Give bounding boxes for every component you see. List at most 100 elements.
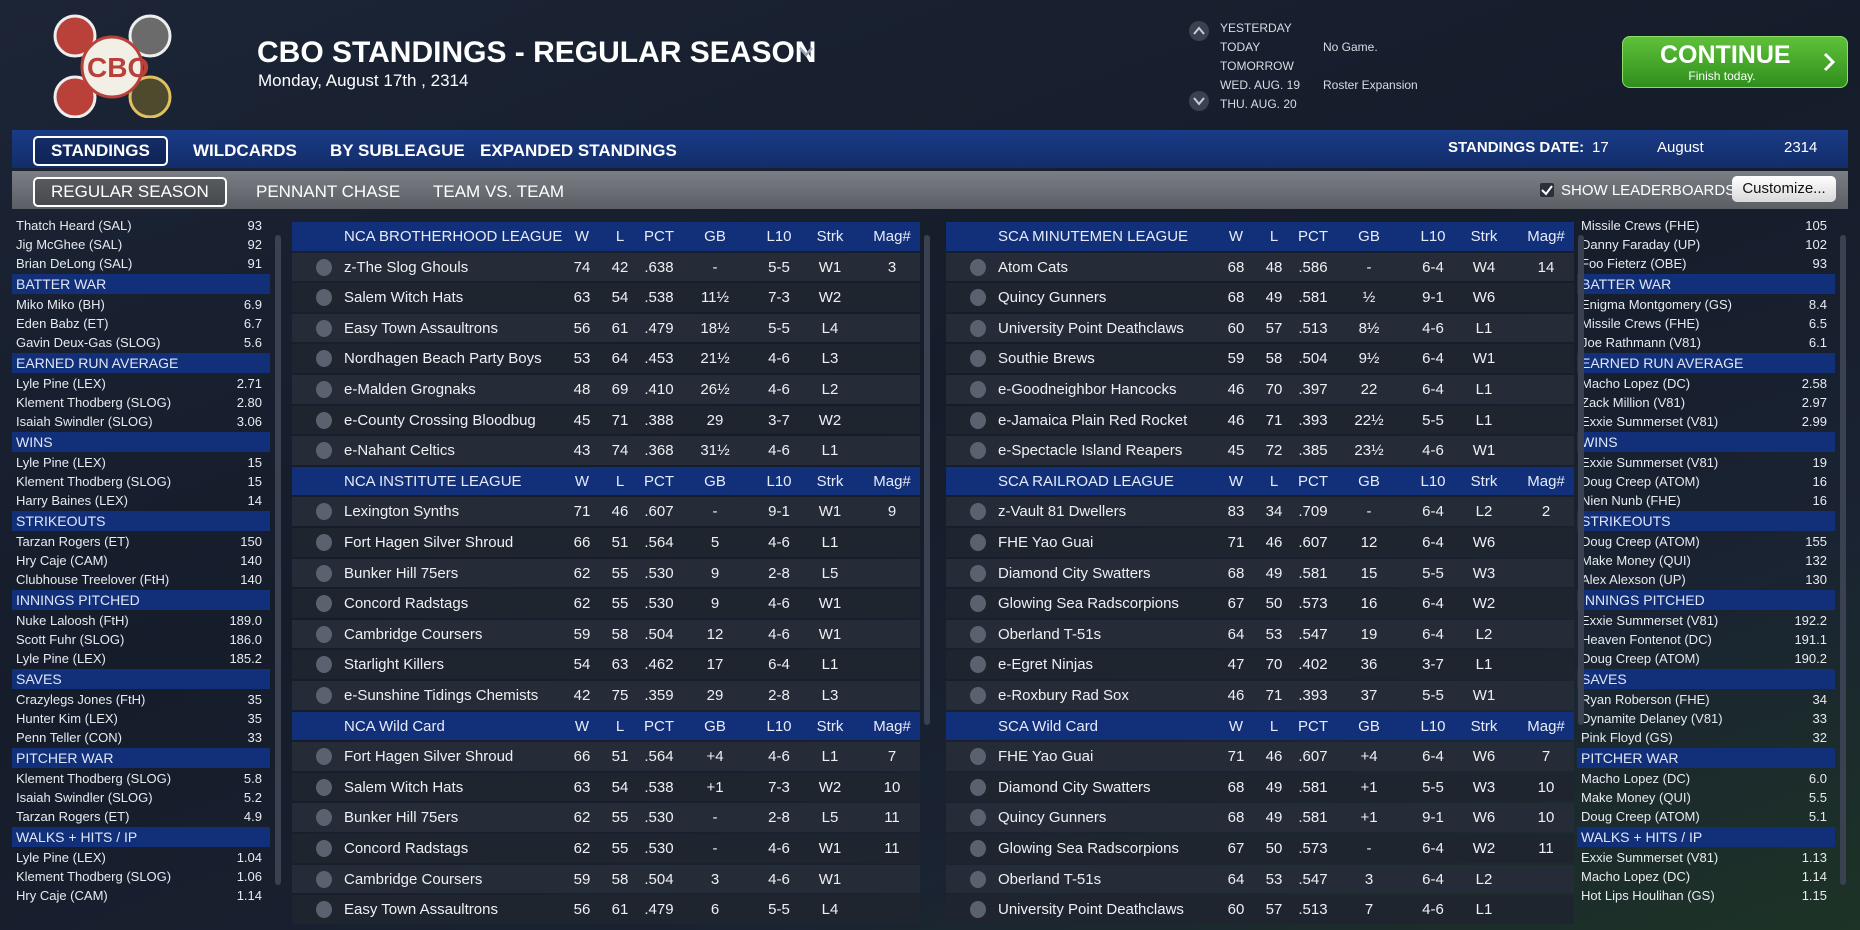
team-name[interactable]: Fort Hagen Silver Shroud <box>344 748 514 766</box>
continue-button[interactable]: CONTINUE Finish today. <box>1622 36 1848 88</box>
column-header: Mag# <box>873 228 911 245</box>
team-stat: 8½ <box>1358 319 1380 337</box>
subtab[interactable]: PENNANT CHASE <box>256 182 401 201</box>
team-stat: 11 <box>1538 840 1554 857</box>
leader-section-title: SAVES <box>12 669 270 689</box>
team-name[interactable]: Starlight Killers <box>344 656 445 674</box>
team-name[interactable]: e-Jamaica Plain Red Rocket <box>998 411 1188 429</box>
team-name[interactable]: Glowing Sea Radscorpions <box>998 595 1179 613</box>
subtab[interactable]: TEAM VS. TEAM <box>433 182 564 201</box>
schedule-arrows[interactable] <box>1188 20 1210 112</box>
team-stat: 45 <box>1227 442 1245 460</box>
leader-value: 140 <box>240 572 262 587</box>
team-name[interactable]: e-Nahant Celtics <box>344 442 455 460</box>
tab[interactable]: STANDINGS <box>33 136 168 166</box>
team-name[interactable]: Atom Cats <box>998 258 1069 276</box>
team-stat: 72 <box>1265 442 1283 460</box>
team-name[interactable]: FHE Yao Guai <box>998 534 1094 551</box>
continue-sublabel: Finish today. <box>1688 69 1756 83</box>
team-name[interactable]: Concord Radstags <box>344 840 469 857</box>
team-name[interactable]: e-Goodneighbor Hancocks <box>998 381 1177 398</box>
leader-section-title: WINS <box>1577 432 1835 452</box>
leader-name: Hry Caje (CAM) <box>16 888 108 903</box>
team-name[interactable]: Bunker Hill 75ers <box>344 809 459 827</box>
team-name[interactable]: Easy Town Assaultrons <box>344 901 498 919</box>
leader-value: 15 <box>247 474 262 489</box>
team-stat: 29 <box>706 687 724 704</box>
team-row-bg <box>292 589 920 618</box>
team-name[interactable]: Southie Brews <box>998 350 1095 368</box>
team-name[interactable]: e-Sunshine Tidings Chemists <box>344 687 539 704</box>
team-icon <box>316 625 332 643</box>
team-name[interactable]: Concord Radstags <box>344 595 469 613</box>
team-stat: .530 <box>644 564 674 582</box>
column-header: GB <box>1358 228 1380 245</box>
team-name[interactable]: e-Spectacle Island Reapers <box>998 442 1183 460</box>
team-stat: L2 <box>1475 503 1493 521</box>
team-stat: 7 <box>1541 748 1551 766</box>
leader-name: Clubhouse Treelover (FtH) <box>16 572 170 587</box>
scrollbar[interactable] <box>275 235 281 885</box>
leader-name: Hunter Kim (LEX) <box>16 711 118 726</box>
team-name[interactable]: FHE Yao Guai <box>998 748 1094 766</box>
team-name[interactable]: Oberland T-51s <box>998 870 1102 888</box>
team-name[interactable]: Cambridge Coursers <box>344 625 483 643</box>
team-stat: .513 <box>1298 319 1328 337</box>
team-name[interactable]: Nordhagen Beach Party Boys <box>344 350 542 368</box>
team-name[interactable]: Easy Town Assaultrons <box>344 319 498 337</box>
tab[interactable]: WILDCARDS <box>193 141 297 160</box>
team-name[interactable]: Salem Witch Hats <box>344 778 464 796</box>
team-name[interactable]: Lexington Synths <box>344 503 460 521</box>
team-name[interactable]: e-Egret Ninjas <box>998 656 1094 674</box>
subtab[interactable]: REGULAR SEASON <box>33 177 227 207</box>
leader-name: Brian DeLong (SAL) <box>16 256 133 271</box>
scrollbar[interactable] <box>1840 235 1846 885</box>
team-name[interactable]: Quincy Gunners <box>998 289 1107 307</box>
team-stat: +1 <box>706 778 724 796</box>
team-name[interactable]: University Point Deathclaws <box>998 901 1184 919</box>
leaderboard-checkbox[interactable] <box>1540 183 1554 197</box>
team-stat: 70 <box>1265 656 1283 674</box>
standings-date-month[interactable]: August <box>1657 139 1704 156</box>
team-stat: .607 <box>1298 748 1328 766</box>
team-stat: L1 <box>1475 901 1493 919</box>
team-name[interactable]: e-County Crossing Bloodbug <box>344 411 536 429</box>
title-dropdown[interactable] <box>798 46 814 58</box>
leaderboard-toggle-label[interactable]: SHOW LEADERBOARDS <box>1561 182 1736 199</box>
team-stat: 60 <box>1227 319 1245 337</box>
leader-value: 5.5 <box>1808 790 1827 805</box>
team-stat: 42 <box>611 258 629 276</box>
scrollbar[interactable] <box>924 235 930 725</box>
scrollbar[interactable] <box>1578 235 1584 725</box>
team-name[interactable]: Fort Hagen Silver Shroud <box>344 534 514 551</box>
column-header: Strk <box>1470 472 1498 490</box>
team-name[interactable]: Bunker Hill 75ers <box>344 564 459 582</box>
team-stat: L3 <box>821 687 839 704</box>
team-name[interactable]: Oberland T-51s <box>998 625 1102 643</box>
team-icon <box>970 778 986 796</box>
team-stat: +4 <box>706 748 724 766</box>
team-name[interactable]: z-The Slog Ghouls <box>344 258 469 276</box>
team-name[interactable]: University Point Deathclaws <box>998 319 1184 337</box>
team-name[interactable]: e-Roxbury Rad Sox <box>998 687 1129 704</box>
tab[interactable]: EXPANDED STANDINGS <box>480 141 677 160</box>
team-name[interactable]: Salem Witch Hats <box>344 289 464 307</box>
leader-name: Harry Baines (LEX) <box>16 493 128 508</box>
team-stat: 7 <box>887 748 897 766</box>
standings-date-day[interactable]: 17 <box>1592 139 1609 156</box>
team-stat: 9 <box>887 503 897 521</box>
tab[interactable]: BY SUBLEAGUE <box>330 141 465 160</box>
leader-value: 1.14 <box>236 888 262 903</box>
team-name[interactable]: e-Malden Grognaks <box>344 381 476 398</box>
standings-date-year[interactable]: 2314 <box>1784 139 1818 156</box>
team-row-bg <box>292 772 920 802</box>
team-name[interactable]: z-Vault 81 Dwellers <box>998 503 1127 521</box>
team-stat: 56 <box>573 901 591 919</box>
team-name[interactable]: Diamond City Swatters <box>998 778 1151 796</box>
team-name[interactable]: Glowing Sea Radscorpions <box>998 840 1179 857</box>
team-name[interactable]: Cambridge Coursers <box>344 870 483 888</box>
customize-button[interactable]: Customize... <box>1732 176 1836 202</box>
team-name[interactable]: Diamond City Swatters <box>998 564 1151 582</box>
team-name[interactable]: Quincy Gunners <box>998 809 1107 827</box>
column-header: L <box>1269 717 1279 735</box>
